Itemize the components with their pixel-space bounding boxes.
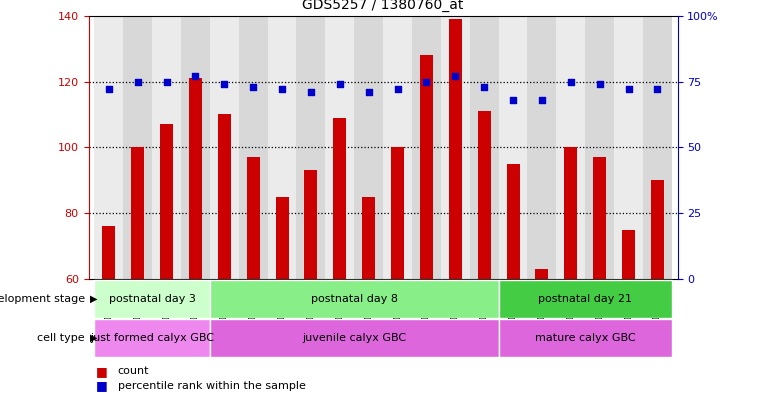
Bar xyxy=(391,147,404,279)
Bar xyxy=(276,197,289,279)
Bar xyxy=(123,16,152,279)
Point xyxy=(651,86,664,93)
Bar xyxy=(210,16,239,279)
Bar xyxy=(557,16,585,279)
Point xyxy=(391,86,403,93)
Bar xyxy=(354,16,383,279)
Bar xyxy=(622,230,635,279)
Text: ■: ■ xyxy=(96,379,108,393)
Bar xyxy=(535,269,548,279)
Point xyxy=(536,97,548,103)
Bar xyxy=(152,16,181,279)
Bar xyxy=(499,280,672,318)
Point xyxy=(507,97,519,103)
Text: postnatal day 8: postnatal day 8 xyxy=(311,294,397,304)
Title: GDS5257 / 1380760_at: GDS5257 / 1380760_at xyxy=(303,0,464,12)
Point xyxy=(594,81,606,87)
Text: mature calyx GBC: mature calyx GBC xyxy=(535,333,635,343)
Point xyxy=(622,86,634,93)
Bar xyxy=(499,319,672,357)
Bar xyxy=(470,16,499,279)
Text: ■: ■ xyxy=(96,365,108,378)
Bar xyxy=(94,280,210,318)
Text: postnatal day 21: postnatal day 21 xyxy=(538,294,632,304)
Bar xyxy=(326,16,354,279)
Bar xyxy=(210,319,499,357)
Bar xyxy=(333,118,347,279)
Bar xyxy=(499,16,527,279)
Bar xyxy=(160,124,173,279)
Bar xyxy=(507,164,520,279)
Bar xyxy=(218,114,231,279)
Text: postnatal day 3: postnatal day 3 xyxy=(109,294,196,304)
Bar xyxy=(383,16,412,279)
Point xyxy=(160,79,172,85)
Point xyxy=(564,79,577,85)
Point xyxy=(363,89,375,95)
Bar xyxy=(643,16,672,279)
Bar xyxy=(239,16,268,279)
Bar xyxy=(412,16,441,279)
Text: just formed calyx GBC: just formed calyx GBC xyxy=(90,333,214,343)
Point xyxy=(449,73,461,79)
Text: juvenile calyx GBC: juvenile calyx GBC xyxy=(302,333,407,343)
Bar xyxy=(477,111,490,279)
Text: ▶: ▶ xyxy=(90,333,98,343)
Text: cell type: cell type xyxy=(37,333,85,343)
Text: percentile rank within the sample: percentile rank within the sample xyxy=(118,381,306,391)
Bar xyxy=(441,16,470,279)
Bar xyxy=(210,280,499,318)
Bar xyxy=(449,19,462,279)
Bar xyxy=(181,16,210,279)
Bar xyxy=(268,16,296,279)
Bar xyxy=(564,147,578,279)
Point xyxy=(478,84,490,90)
Bar xyxy=(296,16,326,279)
Bar xyxy=(585,16,614,279)
Point xyxy=(132,79,144,85)
Bar xyxy=(246,157,259,279)
Text: ▶: ▶ xyxy=(90,294,98,304)
Point xyxy=(218,81,230,87)
Text: development stage: development stage xyxy=(0,294,85,304)
Point xyxy=(102,86,115,93)
Bar xyxy=(651,180,664,279)
Bar xyxy=(614,16,643,279)
Point xyxy=(305,89,317,95)
Bar xyxy=(527,16,557,279)
Bar xyxy=(420,55,433,279)
Bar xyxy=(189,78,202,279)
Bar xyxy=(94,16,123,279)
Point xyxy=(276,86,288,93)
Point xyxy=(247,84,259,90)
Bar xyxy=(131,147,144,279)
Bar xyxy=(102,226,116,279)
Bar xyxy=(94,319,210,357)
Bar xyxy=(304,171,317,279)
Bar xyxy=(593,157,606,279)
Point xyxy=(333,81,346,87)
Point xyxy=(420,79,433,85)
Text: count: count xyxy=(118,366,149,376)
Point xyxy=(189,73,202,79)
Bar xyxy=(362,197,375,279)
